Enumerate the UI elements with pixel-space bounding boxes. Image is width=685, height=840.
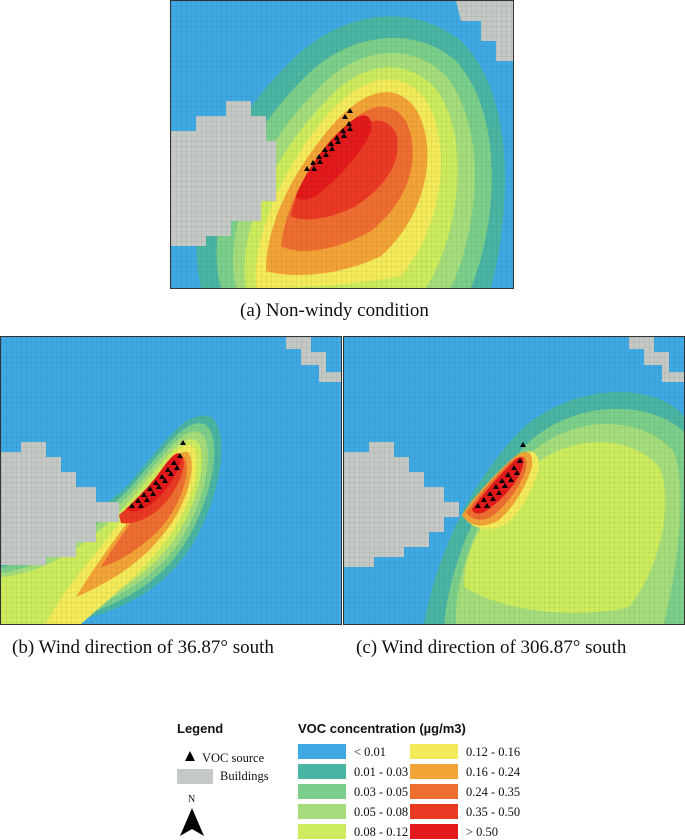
legend-class-label-1: < 0.01 (354, 745, 387, 759)
map-panel-c (343, 336, 685, 625)
concentration-title: VOC concentration (µg/m3) (298, 721, 466, 736)
legend-buildings-label: Buildings (220, 769, 269, 783)
legend-class-label-5: 0.08 - 0.12 (354, 825, 409, 839)
caption-a: (a) Non-windy condition (240, 300, 429, 321)
north-arrow-icon (180, 808, 204, 836)
buildings-swatch (177, 769, 213, 784)
concentration-map-a (171, 1, 513, 288)
map-panel-a (170, 0, 514, 289)
legend-class-label-9: 0.35 - 0.50 (466, 805, 521, 819)
legend-swatch-5 (298, 824, 346, 839)
legend-class-label-2: 0.01 - 0.03 (354, 765, 409, 779)
legend-swatch-4 (298, 804, 346, 819)
legend-swatch-2 (298, 764, 346, 779)
legend-swatch-3 (298, 784, 346, 799)
legend-title: Legend (177, 721, 224, 736)
concentration-map-b (1, 337, 341, 624)
legend-source-label: VOC source (202, 751, 265, 765)
legend-class-label-4: 0.05 - 0.08 (354, 805, 409, 819)
legend-class-label-3: 0.03 - 0.05 (354, 785, 409, 799)
concentration-map-c (344, 337, 684, 624)
legend-class-label-6: 0.12 - 0.16 (466, 745, 521, 759)
legend-class-label-10: > 0.50 (466, 825, 499, 839)
legend-class-label-8: 0.24 - 0.35 (466, 785, 521, 799)
legend-swatch-8 (410, 784, 458, 799)
map-panel-b (0, 336, 342, 625)
north-label: N (188, 794, 196, 805)
legend-swatch-9 (410, 804, 458, 819)
legend-swatch-10 (410, 824, 458, 839)
legend-swatch-7 (410, 764, 458, 779)
legend-class-label-7: 0.16 - 0.24 (466, 765, 521, 779)
legend-swatch-6 (410, 744, 458, 759)
voc-source-icon (185, 751, 195, 761)
legend-swatch-1 (298, 744, 346, 759)
caption-b: (b) Wind direction of 36.87° south (12, 637, 274, 658)
caption-c: (c) Wind direction of 306.87° south (356, 637, 627, 658)
